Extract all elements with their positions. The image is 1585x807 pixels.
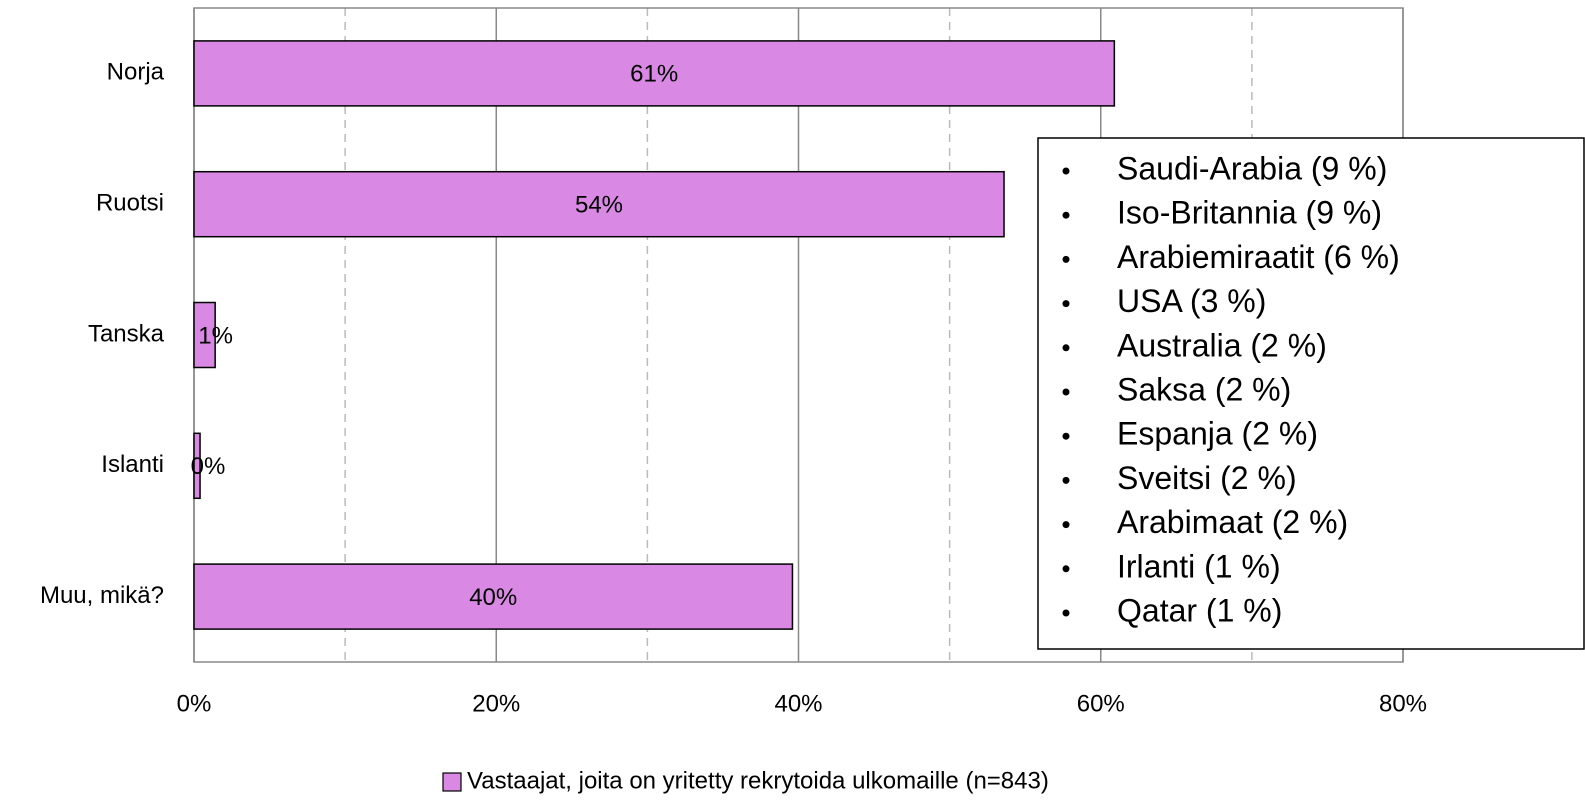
legend-swatch bbox=[442, 772, 462, 792]
data-label: 0% bbox=[191, 453, 226, 480]
annotation-item: Saksa (2 %) bbox=[1117, 371, 1291, 407]
bullet bbox=[1062, 388, 1070, 396]
bullet bbox=[1062, 565, 1070, 573]
data-label: 40% bbox=[469, 584, 517, 611]
bar bbox=[193, 563, 794, 630]
x-tick-label: 0% bbox=[177, 690, 212, 717]
annotation-item: Qatar (1 %) bbox=[1117, 592, 1282, 628]
legend-label: Vastaajat, joita on yritetty rekrytoida … bbox=[467, 767, 1049, 794]
x-tick-label: 20% bbox=[472, 690, 520, 717]
bullet bbox=[1062, 432, 1070, 440]
bar bbox=[193, 301, 216, 369]
bullet bbox=[1062, 167, 1070, 175]
bullet bbox=[1062, 476, 1070, 484]
annotation-item: Arabiemiraatit (6 %) bbox=[1117, 239, 1400, 275]
bullet bbox=[1062, 344, 1070, 352]
annotation-box bbox=[1037, 137, 1585, 650]
annotation-item: Saudi-Arabia (9 %) bbox=[1117, 150, 1387, 186]
bullet bbox=[1062, 609, 1070, 617]
annotation-item: Arabimaat (2 %) bbox=[1117, 504, 1348, 540]
bullet bbox=[1062, 211, 1070, 219]
x-tick-label: 60% bbox=[1077, 690, 1125, 717]
data-label: 54% bbox=[575, 192, 623, 219]
bar bbox=[193, 170, 1005, 238]
bullet bbox=[1062, 255, 1070, 263]
y-tick-label: Norja bbox=[107, 59, 165, 86]
annotation-item: USA (3 %) bbox=[1117, 283, 1266, 319]
y-tick-label: Ruotsi bbox=[96, 190, 164, 217]
x-tick-label: 40% bbox=[774, 690, 822, 717]
bullet bbox=[1062, 521, 1070, 529]
annotation-item: Espanja (2 %) bbox=[1117, 416, 1318, 452]
x-tick-label: 80% bbox=[1379, 690, 1427, 717]
annotation-item: Irlanti (1 %) bbox=[1117, 548, 1281, 584]
annotation-item: Australia (2 %) bbox=[1117, 327, 1327, 363]
bar bbox=[193, 40, 1116, 107]
annotation-item: Iso-Britannia (9 %) bbox=[1117, 195, 1382, 231]
y-tick-label: Islanti bbox=[101, 451, 164, 478]
data-label: 1% bbox=[198, 322, 233, 349]
data-label: 61% bbox=[630, 61, 678, 88]
y-tick-label: Muu, mikä? bbox=[40, 582, 164, 609]
y-tick-label: Tanska bbox=[88, 320, 165, 347]
bullet bbox=[1062, 300, 1070, 308]
annotation-item: Sveitsi (2 %) bbox=[1117, 460, 1297, 496]
bar bbox=[193, 432, 201, 500]
